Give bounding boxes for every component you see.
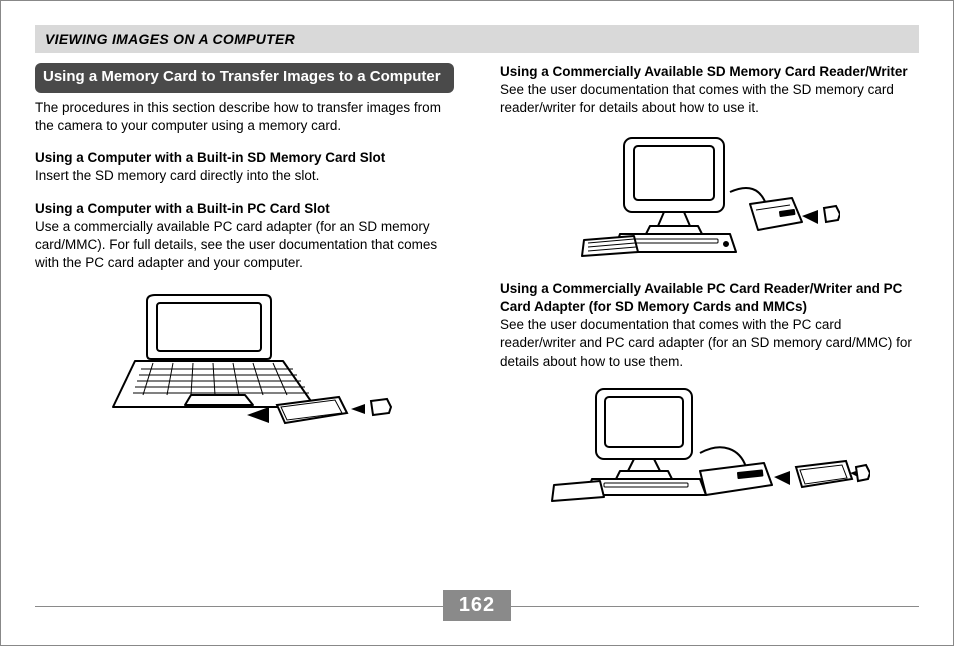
chapter-title: VIEWING IMAGES ON A COMPUTER <box>45 31 909 47</box>
left-column: Using a Memory Card to Transfer Images t… <box>35 63 454 523</box>
desktop-pc-card-reader-illustration <box>550 385 870 505</box>
page-number: 162 <box>443 590 511 621</box>
section-builtin-sd: Using a Computer with a Built-in SD Memo… <box>35 149 454 185</box>
right-column: Using a Commercially Available SD Memory… <box>500 63 919 523</box>
two-column-layout: Using a Memory Card to Transfer Images t… <box>35 63 919 523</box>
section-heading: Using a Memory Card to Transfer Images t… <box>35 63 454 93</box>
manual-page: VIEWING IMAGES ON A COMPUTER Using a Mem… <box>0 0 954 646</box>
section-title: Using a Computer with a Built-in SD Memo… <box>35 150 385 165</box>
laptop-pc-card-illustration <box>95 287 395 427</box>
section-pc-card-reader: Using a Commercially Available PC Card R… <box>500 280 919 371</box>
section-builtin-pc-card: Using a Computer with a Built-in PC Card… <box>35 200 454 273</box>
section-sd-reader: Using a Commercially Available SD Memory… <box>500 63 919 118</box>
section-body: Use a commercially available PC card ada… <box>35 219 437 270</box>
section-body: See the user documentation that comes wi… <box>500 317 912 368</box>
section-title: Using a Computer with a Built-in PC Card… <box>35 201 330 216</box>
section-body: See the user documentation that comes wi… <box>500 82 894 115</box>
page-footer: 162 <box>1 590 953 621</box>
section-body: Insert the SD memory card directly into … <box>35 168 319 183</box>
desktop-sd-reader-illustration <box>580 132 840 262</box>
section-title: Using a Commercially Available SD Memory… <box>500 64 908 79</box>
chapter-header-band: VIEWING IMAGES ON A COMPUTER <box>35 25 919 53</box>
section-title: Using a Commercially Available PC Card R… <box>500 281 902 314</box>
intro-paragraph: The procedures in this section describe … <box>35 99 454 135</box>
